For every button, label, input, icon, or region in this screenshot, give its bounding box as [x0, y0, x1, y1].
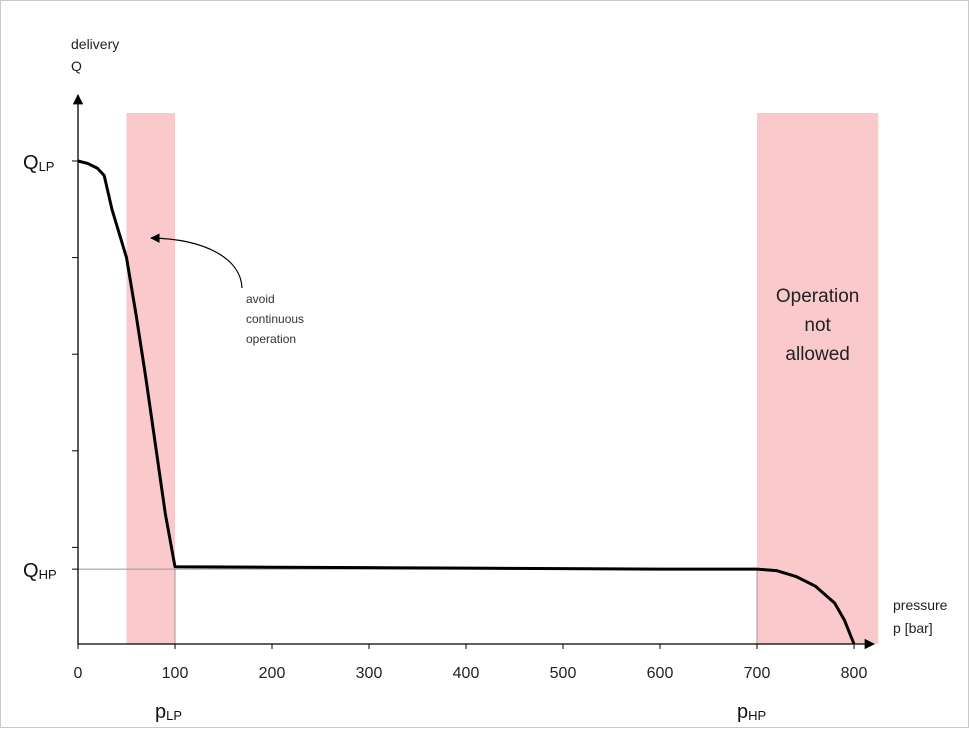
not-allowed-label-line: not [804, 315, 831, 336]
q-lp-label: QLP [23, 152, 54, 174]
x-tick-label: 300 [356, 665, 383, 682]
x-axis-title: pressure [893, 597, 948, 613]
not-allowed-label-line: Operation [776, 286, 859, 307]
delivery-curve [77, 159, 856, 645]
x-tick-label: 0 [74, 665, 83, 682]
x-tick-label: 500 [550, 665, 577, 682]
x-tick-label: 600 [647, 665, 674, 682]
avoid-zone [126, 113, 175, 644]
x-tick-label: 200 [259, 665, 286, 682]
not-allowed-zone [757, 113, 879, 644]
x-tick-label: 800 [841, 665, 868, 682]
q-hp-label: QHP [23, 560, 57, 582]
not-allowed-label-line: allowed [785, 344, 849, 365]
y-axis-title: delivery [71, 36, 119, 52]
annotation-arrow [150, 233, 243, 289]
annotation-text-line: avoid [246, 292, 275, 306]
p-lp-label: pLP [155, 701, 182, 723]
x-tick-label: 700 [744, 665, 771, 682]
x-tick-label: 400 [453, 665, 480, 682]
x-tick-label: 100 [162, 665, 189, 682]
x-axis-unit: p [bar] [893, 620, 933, 636]
y-axis-title-symbol: Q [71, 58, 82, 74]
p-hp-label: pHP [737, 701, 766, 723]
annotation-text-line: continuous [246, 312, 304, 326]
annotation-text-line: operation [246, 332, 296, 346]
